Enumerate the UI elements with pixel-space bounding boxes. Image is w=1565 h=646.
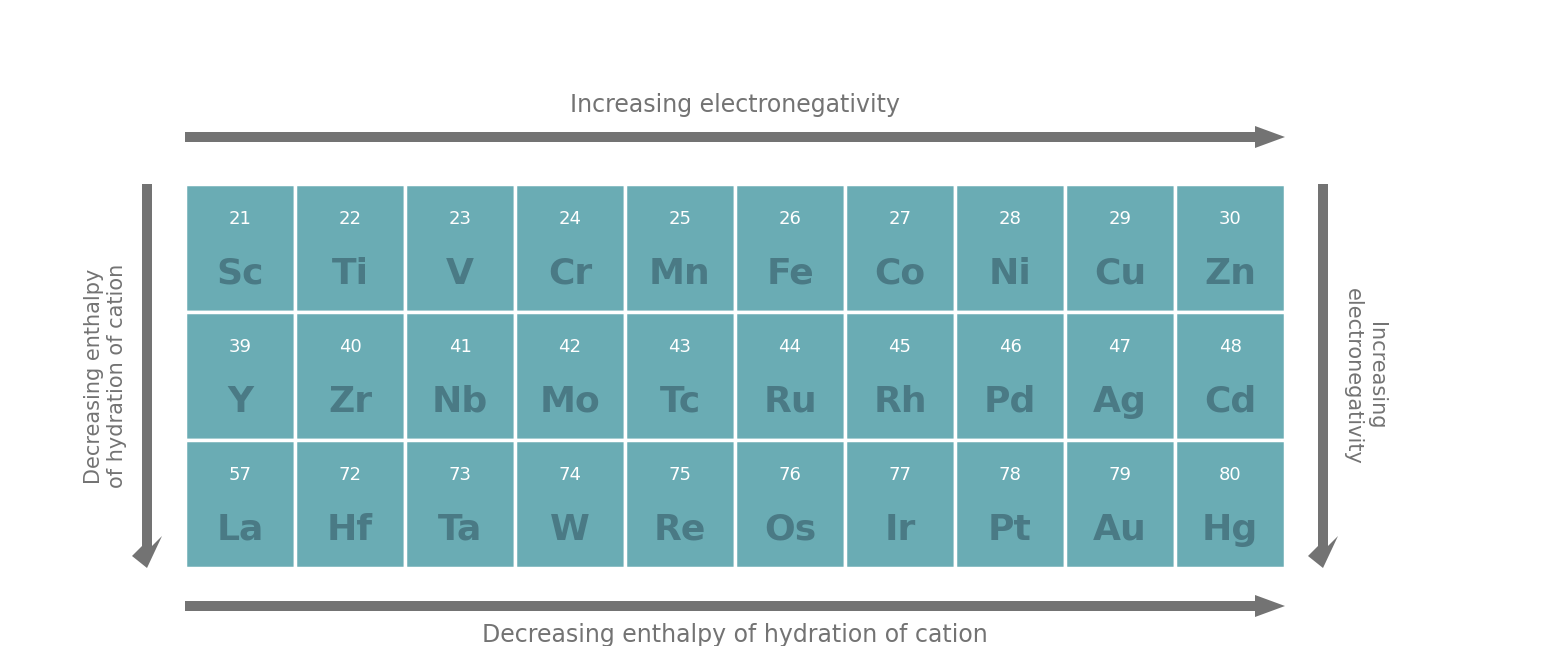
- Text: Mo: Mo: [540, 384, 601, 419]
- Bar: [736, 184, 845, 312]
- Text: Fe: Fe: [767, 256, 814, 291]
- Text: Rh: Rh: [873, 384, 926, 419]
- Text: Cd: Cd: [1203, 384, 1257, 419]
- Text: 24: 24: [559, 209, 582, 227]
- Text: Pt: Pt: [988, 512, 1031, 547]
- Text: 28: 28: [998, 209, 1022, 227]
- Text: 48: 48: [1219, 338, 1241, 355]
- Text: 45: 45: [889, 338, 911, 355]
- Text: 25: 25: [668, 209, 692, 227]
- Text: 79: 79: [1108, 466, 1131, 484]
- Text: 72: 72: [338, 466, 362, 484]
- Text: 80: 80: [1219, 466, 1241, 484]
- Polygon shape: [185, 126, 1285, 148]
- Text: Ag: Ag: [1092, 384, 1147, 419]
- Bar: [515, 312, 624, 440]
- Bar: [294, 184, 405, 312]
- Text: 21: 21: [228, 209, 252, 227]
- Polygon shape: [1308, 184, 1338, 568]
- Bar: [1175, 312, 1285, 440]
- Text: Sc: Sc: [216, 256, 264, 291]
- Bar: [405, 184, 515, 312]
- Bar: [845, 440, 955, 568]
- Bar: [955, 312, 1066, 440]
- Bar: [185, 184, 294, 312]
- Text: 27: 27: [889, 209, 911, 227]
- Bar: [955, 184, 1066, 312]
- Bar: [515, 184, 624, 312]
- Text: Ti: Ti: [332, 256, 368, 291]
- Text: 57: 57: [228, 466, 252, 484]
- Bar: [1175, 440, 1285, 568]
- Text: Ru: Ru: [764, 384, 817, 419]
- Text: 23: 23: [449, 209, 471, 227]
- Text: Mn: Mn: [649, 256, 711, 291]
- Text: 43: 43: [668, 338, 692, 355]
- Bar: [624, 312, 736, 440]
- Polygon shape: [131, 184, 163, 568]
- Text: 26: 26: [778, 209, 801, 227]
- Text: Y: Y: [227, 384, 254, 419]
- Text: Nb: Nb: [432, 384, 488, 419]
- Text: Ta: Ta: [438, 512, 482, 547]
- Polygon shape: [185, 595, 1285, 617]
- Text: Cr: Cr: [548, 256, 592, 291]
- Text: Re: Re: [654, 512, 706, 547]
- Bar: [624, 184, 736, 312]
- Text: Hf: Hf: [327, 512, 372, 547]
- Bar: [1066, 184, 1175, 312]
- Bar: [1066, 440, 1175, 568]
- Text: Hg: Hg: [1202, 512, 1258, 547]
- Bar: [845, 312, 955, 440]
- Text: 44: 44: [778, 338, 801, 355]
- Text: 75: 75: [668, 466, 692, 484]
- Text: Co: Co: [875, 256, 925, 291]
- Text: 73: 73: [449, 466, 471, 484]
- Text: Tc: Tc: [659, 384, 701, 419]
- Text: 22: 22: [338, 209, 362, 227]
- Text: 74: 74: [559, 466, 582, 484]
- Text: Pd: Pd: [984, 384, 1036, 419]
- Bar: [185, 312, 294, 440]
- Text: Cu: Cu: [1094, 256, 1146, 291]
- Bar: [624, 440, 736, 568]
- Text: Decreasing enthalpy
of hydration of cation: Decreasing enthalpy of hydration of cati…: [85, 264, 127, 488]
- Bar: [845, 184, 955, 312]
- Text: 47: 47: [1108, 338, 1131, 355]
- Bar: [1175, 184, 1285, 312]
- Text: Zn: Zn: [1203, 256, 1257, 291]
- Text: 76: 76: [778, 466, 801, 484]
- Bar: [1066, 312, 1175, 440]
- Bar: [736, 440, 845, 568]
- Bar: [294, 440, 405, 568]
- Text: Increasing
electronegativity: Increasing electronegativity: [1343, 287, 1387, 464]
- Text: 40: 40: [338, 338, 362, 355]
- Text: Zr: Zr: [329, 384, 372, 419]
- Text: Ir: Ir: [884, 512, 916, 547]
- Bar: [515, 440, 624, 568]
- Text: 46: 46: [998, 338, 1022, 355]
- Text: W: W: [549, 512, 590, 547]
- Text: Increasing electronegativity: Increasing electronegativity: [570, 93, 900, 117]
- Bar: [294, 312, 405, 440]
- Text: Os: Os: [764, 512, 815, 547]
- Text: 30: 30: [1219, 209, 1241, 227]
- Bar: [736, 312, 845, 440]
- Text: 41: 41: [449, 338, 471, 355]
- Bar: [405, 312, 515, 440]
- Text: La: La: [216, 512, 263, 547]
- Bar: [185, 440, 294, 568]
- Text: Decreasing enthalpy of hydration of cation: Decreasing enthalpy of hydration of cati…: [482, 623, 988, 646]
- Text: 29: 29: [1108, 209, 1131, 227]
- Text: V: V: [446, 256, 474, 291]
- Text: 39: 39: [228, 338, 252, 355]
- Bar: [955, 440, 1066, 568]
- Text: Ni: Ni: [989, 256, 1031, 291]
- Text: 42: 42: [559, 338, 582, 355]
- Text: 78: 78: [998, 466, 1022, 484]
- Text: Au: Au: [1092, 512, 1147, 547]
- Text: 77: 77: [889, 466, 911, 484]
- Bar: [405, 440, 515, 568]
